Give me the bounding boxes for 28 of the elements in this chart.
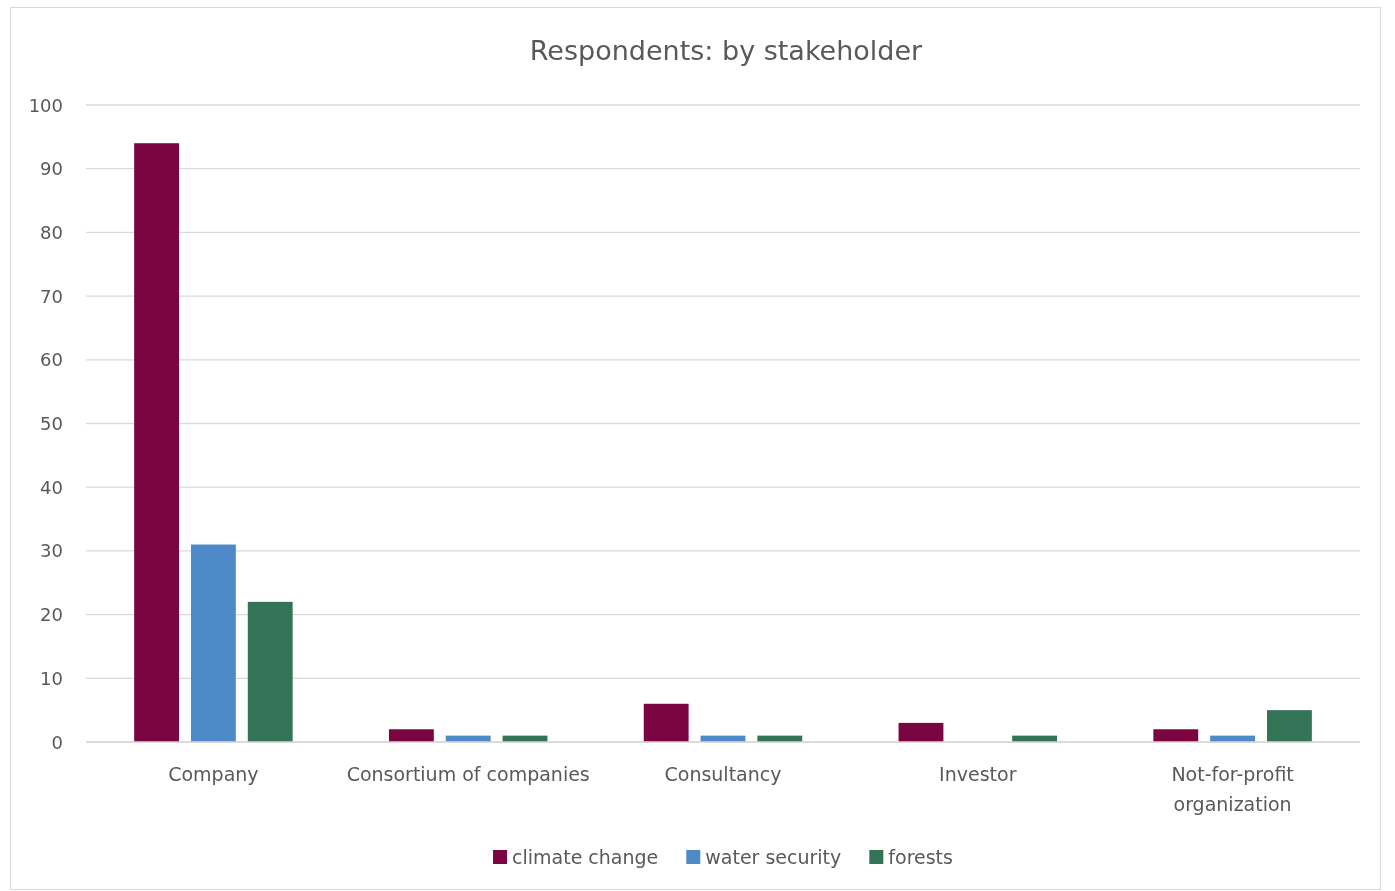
y-tick-label: 60	[40, 349, 63, 371]
legend-label: water security	[705, 846, 842, 868]
bar	[134, 143, 179, 742]
x-tick-label: Investor	[939, 763, 1017, 785]
bar	[1267, 710, 1312, 742]
bar	[898, 722, 944, 742]
legend-label: forests	[888, 846, 953, 868]
y-tick-label: 50	[40, 413, 63, 434]
bar	[247, 601, 293, 742]
y-tick-label: 20	[40, 604, 63, 626]
y-tick-label: 70	[40, 285, 63, 307]
x-tick-label: Consortium of companies	[346, 763, 590, 785]
bar	[1153, 729, 1199, 742]
chart-title: Respondents: by stakeholder	[529, 35, 924, 66]
y-tick-label: 30	[40, 540, 63, 562]
x-tick-label: Company	[168, 763, 259, 785]
y-tick-label: 0	[51, 731, 63, 753]
bar	[388, 729, 434, 742]
y-tick-label: 90	[40, 158, 63, 180]
y-tick-label: 80	[40, 221, 63, 243]
y-tick-label: 100	[28, 94, 63, 116]
x-tick-label: Not-for-profit organization	[1171, 763, 1294, 815]
y-tick-label: 40	[40, 476, 63, 498]
y-tick-label: 10	[40, 667, 63, 689]
bar	[643, 703, 689, 742]
legend-label: climate change	[512, 846, 659, 868]
bar	[190, 544, 236, 742]
x-tick-label: Consultancy	[664, 763, 782, 785]
